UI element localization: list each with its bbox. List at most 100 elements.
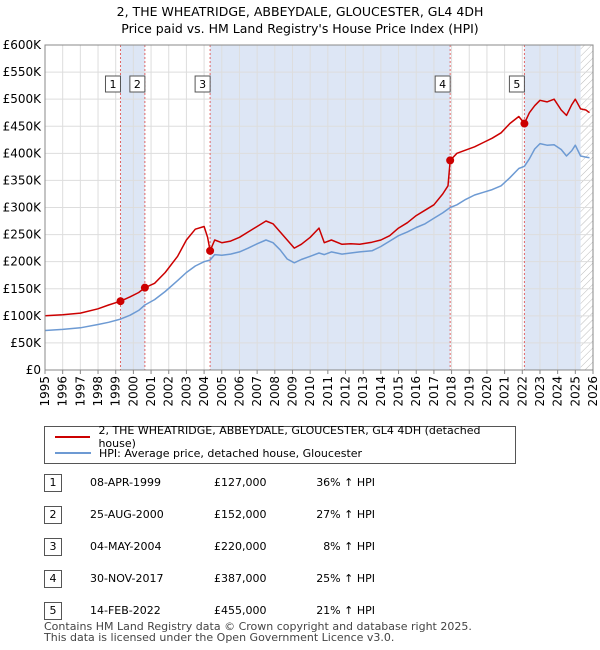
y-tick-label: £350K [3, 173, 43, 187]
y-tick-label: £300K [3, 201, 43, 215]
legend-swatch-hpi [55, 452, 91, 454]
footer-line-1: Contains HM Land Registry data © Crown c… [44, 620, 472, 633]
x-tick-label: 2007 [250, 376, 264, 407]
x-tick-label: 2017 [427, 376, 441, 407]
x-tick-label: 2011 [321, 376, 335, 407]
legend-swatch-property [55, 436, 91, 438]
sale-label: 2 [134, 78, 141, 91]
legend-item-hpi: HPI: Average price, detached house, Glou… [55, 445, 362, 461]
sale-point [140, 283, 149, 292]
x-tick-label: 2006 [232, 376, 246, 407]
x-tick-label: 2008 [268, 376, 282, 407]
x-tick-label: 1998 [91, 376, 105, 407]
row-date: 08-APR-1999 [90, 476, 162, 489]
y-tick-label: £100K [3, 309, 43, 323]
x-tick-label: 2023 [533, 376, 547, 407]
row-hpi: 25% ↑ HPI [316, 572, 375, 585]
x-tick-label: 1997 [73, 376, 87, 407]
x-tick-label: 2022 [515, 376, 529, 407]
plot-frame [44, 44, 594, 371]
table-row: 1 08-APR-1999 £127,000 36% ↑ HPI [44, 474, 444, 492]
legend-item-property: 2, THE WHEATRIDGE, ABBEYDALE, GLOUCESTER… [55, 424, 515, 450]
y-tick-label: £400K [3, 146, 43, 160]
y-tick-label: £50K [10, 336, 42, 350]
x-tick-label: 1999 [109, 376, 123, 407]
row-hpi: 8% ↑ HPI [323, 540, 375, 553]
row-date: 14-FEB-2022 [90, 604, 161, 617]
table-row: 5 14-FEB-2022 £455,000 21% ↑ HPI [44, 602, 444, 620]
y-tick-label: £600K [3, 38, 43, 52]
y-tick-label: £550K [3, 65, 43, 79]
chart-legend: 2, THE WHEATRIDGE, ABBEYDALE, GLOUCESTER… [44, 424, 516, 464]
x-tick-label: 2021 [498, 376, 512, 407]
y-tick-label: £200K [3, 255, 43, 269]
row-date: 04-MAY-2004 [90, 540, 162, 553]
x-tick-label: 2009 [285, 376, 299, 407]
row-price: £152,000 [214, 508, 267, 521]
row-date: 25-AUG-2000 [90, 508, 164, 521]
x-tick-label: 2026 [586, 376, 600, 407]
table-row: 2 25-AUG-2000 £152,000 27% ↑ HPI [44, 506, 444, 524]
x-tick-label: 2001 [144, 376, 158, 407]
x-tick-label: 1996 [56, 376, 70, 407]
x-tick-label: 2025 [568, 376, 582, 407]
sale-point [446, 156, 455, 165]
x-tick-label: 2002 [162, 376, 176, 407]
row-price: £220,000 [214, 540, 267, 553]
x-tick-label: 2013 [356, 376, 370, 407]
table-row: 4 30-NOV-2017 £387,000 25% ↑ HPI [44, 570, 444, 588]
x-tick-label: 2005 [215, 376, 229, 407]
y-tick-label: £500K [3, 92, 43, 106]
sale-label: 1 [109, 78, 116, 91]
legend-label-property: 2, THE WHEATRIDGE, ABBEYDALE, GLOUCESTER… [98, 424, 481, 450]
x-tick-label: 2018 [445, 376, 459, 407]
sale-label-box [129, 75, 146, 93]
footer-attribution: Contains HM Land Registry data © Crown c… [44, 621, 472, 643]
y-tick-label: £250K [3, 228, 43, 242]
sale-label-box [434, 75, 451, 93]
x-tick-label: 2024 [551, 376, 565, 407]
sale-point [116, 297, 125, 306]
hpi-line [44, 142, 590, 332]
sale-label-box [194, 75, 211, 93]
row-hpi: 21% ↑ HPI [316, 604, 375, 617]
x-tick-label: 2010 [303, 376, 317, 407]
row-number: 5 [44, 602, 62, 620]
row-price: £387,000 [214, 572, 267, 585]
price-chart: 1 2 3 4 5 £0 £50K £100K £150K £200K £250K £300K £350… [3, 38, 600, 407]
row-hpi: 27% ↑ HPI [316, 508, 375, 521]
x-tick-label: 2003 [179, 376, 193, 407]
sale-label-box [508, 75, 525, 93]
sale-point [520, 119, 529, 128]
y-tick-label: £450K [3, 119, 43, 133]
footer-line-2: This data is licensed under the Open Gov… [44, 631, 395, 644]
x-tick-label: 1995 [38, 376, 52, 407]
row-hpi: 36% ↑ HPI [316, 476, 375, 489]
title-line-2: Price paid vs. HM Land Registry's House … [121, 21, 479, 36]
x-tick-label: 2016 [409, 376, 423, 407]
x-tick-label: 2000 [126, 376, 140, 407]
sale-point [206, 246, 215, 255]
legend-label-hpi: HPI: Average price, detached house, Glou… [99, 446, 363, 460]
x-tick-label: 2020 [480, 376, 494, 407]
y-tick-label: £0 [26, 363, 41, 377]
title-line-1: 2, THE WHEATRIDGE, ABBEYDALE, GLOUCESTER… [116, 4, 484, 19]
sale-label: 5 [513, 78, 520, 91]
x-tick-label: 2015 [392, 376, 406, 407]
row-date: 30-NOV-2017 [90, 572, 164, 585]
row-number: 3 [44, 538, 62, 556]
row-number: 4 [44, 570, 62, 588]
y-tick-label: £150K [3, 282, 43, 296]
x-tick-label: 2004 [197, 376, 211, 407]
sale-label: 3 [199, 78, 206, 91]
chart-title: 2, THE WHEATRIDGE, ABBEYDALE, GLOUCESTER… [0, 3, 600, 37]
sale-label: 4 [439, 78, 446, 91]
row-number: 2 [44, 506, 62, 524]
x-tick-label: 2012 [339, 376, 353, 407]
x-tick-label: 2019 [462, 376, 476, 407]
x-tick-label: 2014 [374, 376, 388, 407]
table-row: 3 04-MAY-2004 £220,000 8% ↑ HPI [44, 538, 444, 556]
property-price-line [44, 98, 590, 317]
row-price: £455,000 [214, 604, 267, 617]
row-number: 1 [44, 474, 62, 492]
